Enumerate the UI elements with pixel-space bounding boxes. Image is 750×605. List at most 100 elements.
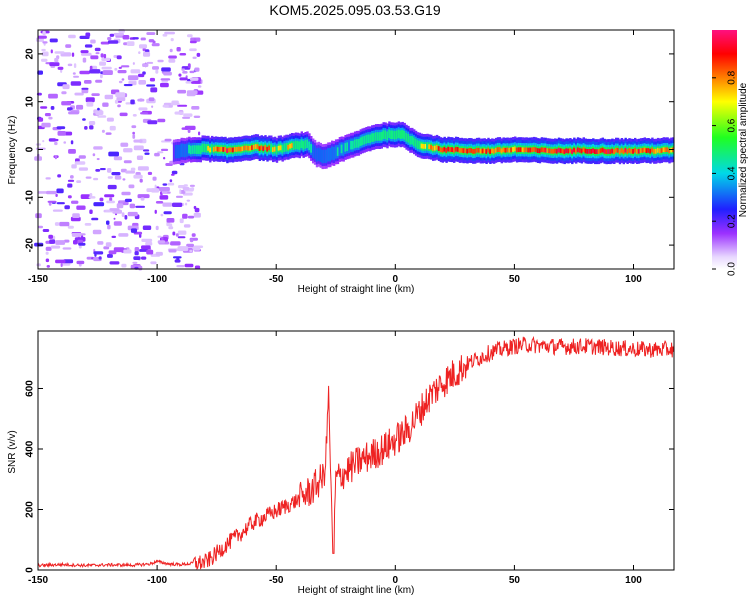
noise-speckle bbox=[42, 229, 50, 232]
noise-speckle bbox=[160, 82, 169, 88]
noise-speckle bbox=[152, 40, 156, 44]
noise-speckle bbox=[183, 224, 191, 228]
noise-speckle bbox=[197, 85, 202, 88]
noise-speckle bbox=[174, 259, 181, 263]
noise-speckle bbox=[109, 208, 120, 211]
ridge-cell bbox=[504, 147, 507, 153]
noise-speckle bbox=[141, 256, 147, 260]
noise-speckle bbox=[93, 251, 104, 255]
ridge-cell bbox=[456, 147, 460, 152]
noise-speckle bbox=[65, 44, 72, 48]
y-tick-label: -20 bbox=[25, 237, 36, 252]
noise-speckle bbox=[45, 177, 51, 180]
noise-speckle bbox=[169, 223, 173, 228]
noise-speckle bbox=[108, 151, 119, 157]
noise-speckle bbox=[152, 176, 157, 181]
noise-speckle bbox=[138, 80, 146, 85]
noise-speckle bbox=[42, 41, 48, 44]
ridge-cell bbox=[445, 148, 448, 153]
noise-speckle bbox=[63, 141, 67, 144]
ridge-cell bbox=[601, 147, 604, 153]
ridge-cell bbox=[637, 148, 641, 154]
ridge-cell bbox=[451, 147, 454, 152]
ridge-cell bbox=[283, 143, 286, 153]
ridge-cell bbox=[477, 147, 481, 153]
noise-speckle bbox=[55, 240, 66, 245]
noise-speckle bbox=[124, 198, 132, 202]
ridge-cell bbox=[174, 145, 178, 159]
noise-speckle bbox=[52, 209, 63, 212]
ridge-cell bbox=[500, 148, 503, 154]
noise-speckle bbox=[95, 169, 101, 172]
spectrogram-x-ticks: -150 -100 -50 0 50 100 bbox=[28, 30, 642, 285]
noise-speckle bbox=[85, 176, 92, 179]
ridge-cell bbox=[437, 146, 441, 151]
noise-speckle bbox=[84, 80, 92, 84]
noise-speckle bbox=[170, 38, 174, 42]
spectrogram-y-label: Frequency (Hz) bbox=[7, 116, 18, 185]
noise-speckle bbox=[95, 110, 104, 115]
noise-speckle bbox=[132, 62, 135, 65]
ridge-cell bbox=[331, 146, 334, 160]
noise-speckle bbox=[67, 195, 72, 199]
ridge-cell bbox=[498, 147, 502, 152]
ridge-cell bbox=[388, 129, 391, 139]
ridge-cell bbox=[420, 143, 423, 149]
noise-speckle bbox=[179, 189, 182, 195]
noise-speckle bbox=[49, 239, 56, 244]
noise-speckle bbox=[50, 49, 53, 54]
ridge-cell bbox=[405, 132, 408, 142]
noise-speckle bbox=[121, 212, 125, 217]
ridge-cell bbox=[348, 139, 351, 153]
ridge-cell bbox=[384, 130, 387, 140]
ridge-cell bbox=[479, 148, 483, 154]
ridge-cell bbox=[392, 130, 395, 140]
noise-speckle bbox=[60, 263, 63, 267]
noise-speckle bbox=[182, 71, 188, 74]
noise-speckle bbox=[116, 97, 126, 102]
ridge-cell bbox=[538, 148, 542, 154]
ridge-cell bbox=[489, 149, 492, 154]
noise-speckle bbox=[177, 104, 188, 107]
ridge-cell bbox=[662, 147, 665, 153]
noise-speckle bbox=[61, 91, 67, 95]
ridge-cell bbox=[573, 147, 576, 153]
ridge-cell bbox=[325, 149, 328, 163]
noise-speckle bbox=[126, 41, 135, 46]
colorbar-gradient bbox=[712, 30, 737, 269]
noise-speckle bbox=[182, 192, 193, 196]
noise-speckle bbox=[170, 241, 181, 246]
noise-speckle bbox=[74, 92, 84, 96]
noise-speckle bbox=[76, 180, 82, 183]
ridge-cell bbox=[203, 143, 206, 153]
noise-speckle bbox=[36, 263, 41, 267]
noise-speckle bbox=[41, 122, 51, 128]
noise-speckle bbox=[57, 174, 62, 178]
ridge-cell bbox=[291, 143, 294, 148]
ridge-cell bbox=[557, 147, 561, 153]
ridge-cell bbox=[336, 147, 340, 156]
noise-speckle bbox=[54, 155, 57, 160]
noise-speckle bbox=[137, 98, 145, 102]
noise-speckle bbox=[179, 53, 187, 56]
noise-speckle bbox=[146, 84, 156, 87]
ridge-cell bbox=[517, 147, 521, 153]
ridge-cell bbox=[493, 148, 496, 154]
noise-speckle bbox=[47, 200, 57, 203]
ridge-cell bbox=[635, 149, 639, 154]
noise-speckle bbox=[88, 121, 96, 125]
ridge-cell bbox=[359, 137, 362, 146]
ridge-cell bbox=[230, 147, 233, 153]
noise-speckle bbox=[56, 188, 64, 194]
ridge-cell bbox=[630, 148, 633, 154]
ridge-cell bbox=[312, 144, 315, 158]
ridge-cell bbox=[641, 148, 645, 153]
noise-speckle bbox=[55, 193, 58, 197]
noise-speckle bbox=[88, 196, 96, 199]
noise-speckle bbox=[142, 47, 146, 52]
noise-speckle bbox=[148, 97, 155, 102]
ridge-cell bbox=[313, 145, 317, 160]
ridge-cell bbox=[622, 149, 625, 155]
ridge-cell bbox=[609, 149, 612, 155]
